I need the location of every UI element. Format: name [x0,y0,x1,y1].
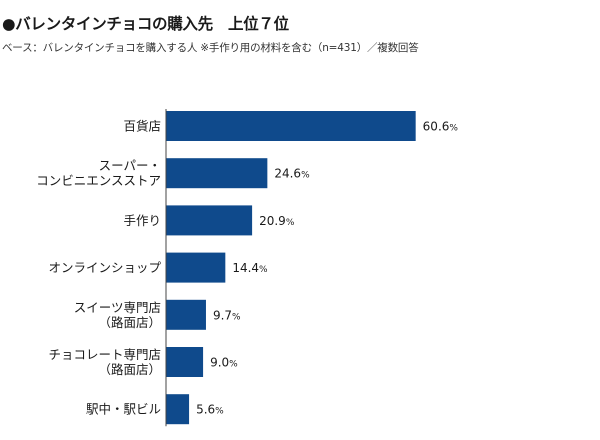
value-label-2: 20.9% [259,214,295,228]
category-label-6: 駅中・駅ビル [86,402,161,417]
bar-0 [166,111,416,141]
category-label-5: チョコレート専門店（路面店） [48,347,161,377]
value-label-3: 14.4% [232,261,268,275]
category-label-3: オンラインショップ [48,260,161,275]
bar-6 [166,394,190,425]
category-label-0: 百貨店 [123,119,161,134]
value-label-1: 24.6% [274,167,310,181]
chart-title: ●バレンタインチョコの購入先 上位７位 [2,15,289,33]
category-label-1: スーパー・コンビニエンスストア [36,158,161,188]
category-label-4: スイーツ専門店（路面店） [74,300,161,330]
bar-1 [166,158,268,189]
category-label-2: 手作り [123,213,161,228]
value-label-5: 9.0% [210,356,238,370]
bar-4 [166,299,206,330]
value-label-4: 9.7% [213,308,241,322]
bar-3 [166,252,226,283]
bar-5 [166,347,204,377]
chart-subtitle: ベース：バレンタインチョコを購入する人 ※手作り用の材料を含む（n=431）／複… [2,42,419,54]
value-label-6: 5.6% [196,403,224,417]
bar-2 [166,205,253,236]
value-label-0: 60.6% [423,120,459,134]
